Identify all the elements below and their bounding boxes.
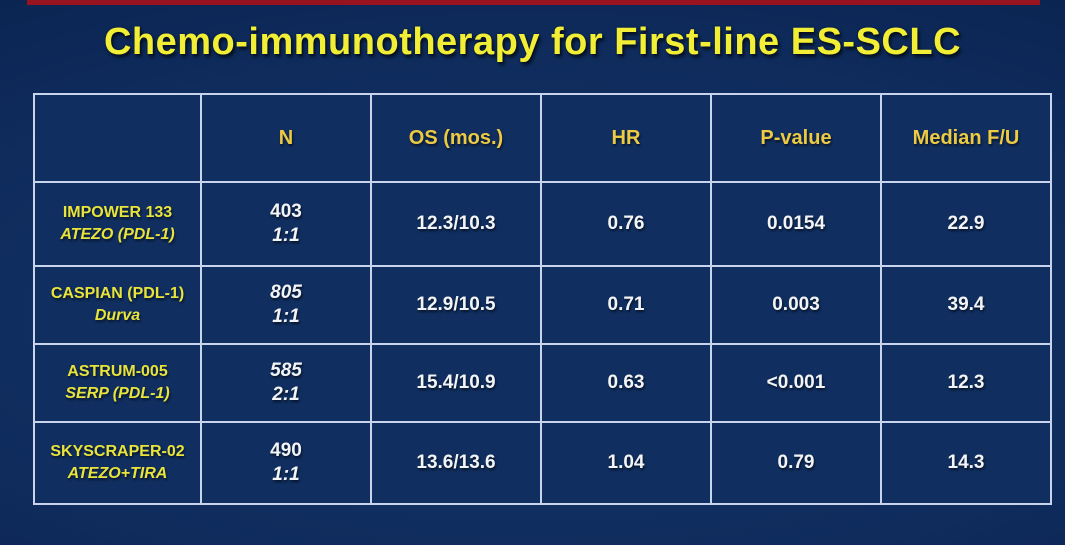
n-count: 585 — [270, 360, 302, 382]
cell-study: CASPIAN (PDL-1) Durva — [33, 265, 202, 345]
n-count: 403 — [270, 201, 302, 223]
cell-p-value: 0.003 — [710, 265, 882, 345]
column-header-study — [33, 93, 202, 183]
cell-n: 490 1:1 — [200, 421, 372, 505]
cell-median-fu: 12.3 — [880, 343, 1052, 423]
study-name: ASTRUM-005 — [67, 363, 168, 381]
column-header-median-fu: Median F/U — [880, 93, 1052, 183]
cell-n: 805 1:1 — [200, 265, 372, 345]
cell-p-value: <0.001 — [710, 343, 882, 423]
cell-os: 12.9/10.5 — [370, 265, 542, 345]
table-row-impower133: IMPOWER 133 ATEZO (PDL-1) 403 1:1 12.3/1… — [33, 181, 1052, 267]
cell-os: 13.6/13.6 — [370, 421, 542, 505]
study-name: CASPIAN (PDL-1) — [50, 285, 185, 303]
n-randomization-ratio: 1:1 — [272, 306, 300, 327]
study-drug: SERP (PDL-1) — [65, 385, 170, 402]
table-row-astrum005: ASTRUM-005 SERP (PDL-1) 585 2:1 15.4/10.… — [33, 343, 1052, 423]
study-drug: ATEZO+TIRA — [67, 465, 168, 482]
top-accent-bar — [27, 0, 1040, 5]
study-name: SKYSCRAPER-02 — [50, 443, 185, 461]
study-drug: Durva — [94, 307, 141, 324]
trial-results-table: N OS (mos.) HR P-value Median F/U IMPOWE… — [33, 93, 1052, 505]
table-row-caspian: CASPIAN (PDL-1) Durva 805 1:1 12.9/10.5 … — [33, 265, 1052, 345]
cell-p-value: 0.0154 — [710, 181, 882, 267]
table-row-skyscraper02: SKYSCRAPER-02 ATEZO+TIRA 490 1:1 13.6/13… — [33, 421, 1052, 505]
cell-median-fu: 39.4 — [880, 265, 1052, 345]
column-header-os: OS (mos.) — [370, 93, 542, 183]
cell-p-value: 0.79 — [710, 421, 882, 505]
cell-study: SKYSCRAPER-02 ATEZO+TIRA — [33, 421, 202, 505]
cell-hr: 0.71 — [540, 265, 712, 345]
column-header-p-value: P-value — [710, 93, 882, 183]
study-drug: ATEZO (PDL-1) — [60, 226, 175, 243]
cell-median-fu: 14.3 — [880, 421, 1052, 505]
column-header-hr: HR — [540, 93, 712, 183]
n-randomization-ratio: 1:1 — [272, 464, 300, 485]
table-header-row: N OS (mos.) HR P-value Median F/U — [33, 93, 1052, 183]
n-randomization-ratio: 1:1 — [272, 225, 300, 246]
slide-title: Chemo-immunotherapy for First-line ES-SC… — [103, 21, 962, 63]
cell-hr: 1.04 — [540, 421, 712, 505]
cell-study: ASTRUM-005 SERP (PDL-1) — [33, 343, 202, 423]
cell-hr: 0.63 — [540, 343, 712, 423]
cell-median-fu: 22.9 — [880, 181, 1052, 267]
cell-study: IMPOWER 133 ATEZO (PDL-1) — [33, 181, 202, 267]
n-randomization-ratio: 2:1 — [272, 384, 300, 405]
cell-hr: 0.76 — [540, 181, 712, 267]
cell-os: 12.3/10.3 — [370, 181, 542, 267]
cell-os: 15.4/10.9 — [370, 343, 542, 423]
study-name: IMPOWER 133 — [62, 204, 173, 222]
n-count: 805 — [270, 282, 302, 304]
cell-n: 403 1:1 — [200, 181, 372, 267]
cell-n: 585 2:1 — [200, 343, 372, 423]
n-count: 490 — [270, 440, 302, 462]
column-header-n: N — [200, 93, 372, 183]
